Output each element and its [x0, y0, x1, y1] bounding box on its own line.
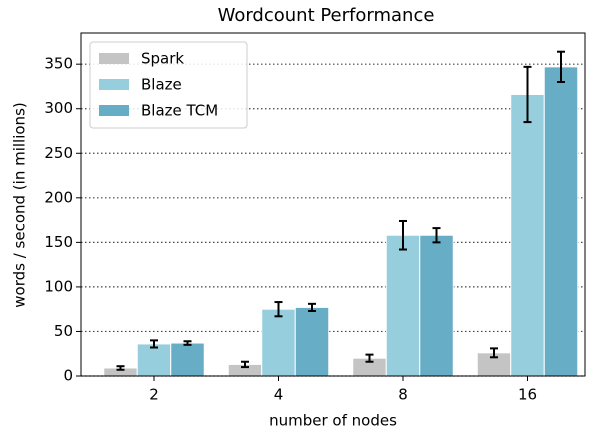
y-tick-label: 50	[54, 322, 73, 340]
x-axis-label: number of nodes	[269, 412, 397, 430]
error-bar	[150, 339, 158, 349]
error-bar	[523, 65, 532, 124]
error-bar	[308, 302, 316, 312]
bar	[419, 234, 454, 377]
bar	[510, 93, 545, 377]
error-bar	[116, 365, 125, 371]
legend-label: Spark	[141, 50, 184, 68]
legend-swatch	[99, 53, 129, 64]
error-bar	[365, 353, 374, 363]
bar	[543, 66, 579, 377]
plot-frame	[80, 32, 586, 377]
bar	[385, 234, 421, 377]
error-bar	[274, 301, 283, 318]
legend-swatch	[99, 79, 129, 90]
error-bar	[183, 340, 192, 346]
y-tick-label: 100	[44, 277, 73, 295]
y-axis-label: words / second (in millions)	[11, 102, 29, 307]
bar	[170, 342, 205, 377]
legend-label: Blaze TCM	[141, 102, 218, 120]
y-tick-label: 250	[44, 144, 73, 162]
x-tick-label: 16	[518, 386, 537, 404]
error-bar	[490, 347, 498, 359]
x-tick-label: 8	[398, 386, 408, 404]
legend-box	[89, 41, 248, 129]
legend-label: Blaze	[141, 76, 182, 94]
y-tick-label: 200	[44, 188, 73, 206]
error-bar	[557, 50, 565, 83]
x-tick-label: 4	[274, 386, 284, 404]
error-bar	[241, 360, 249, 369]
y-tick-label: 300	[44, 99, 73, 117]
y-tick-label: 150	[44, 233, 73, 251]
bar	[261, 308, 296, 377]
legend-swatch	[99, 105, 129, 116]
y-tick-label: 0	[63, 367, 73, 385]
bar	[294, 306, 330, 377]
chart-title: Wordcount Performance	[218, 5, 435, 26]
y-tick-label: 350	[44, 55, 73, 73]
error-bar	[399, 219, 407, 251]
x-tick-label: 2	[149, 386, 159, 404]
error-bar	[432, 227, 441, 244]
bar	[136, 343, 172, 377]
